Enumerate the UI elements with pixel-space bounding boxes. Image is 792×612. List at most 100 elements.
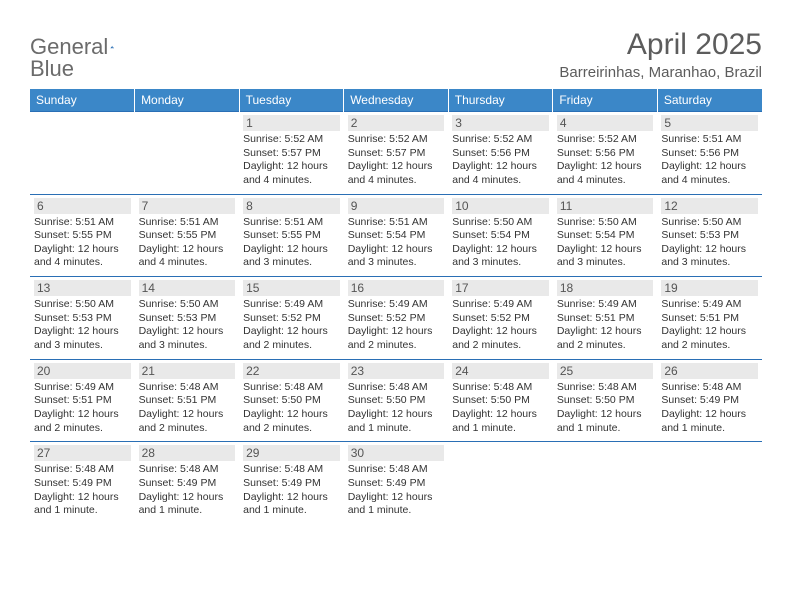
detail-line: Daylight: 12 hours bbox=[661, 160, 758, 174]
calendar-day-cell: 11Sunrise: 5:50 AMSunset: 5:54 PMDayligh… bbox=[553, 194, 658, 277]
location-text: Barreirinhas, Maranhao, Brazil bbox=[559, 64, 762, 81]
detail-line: Sunrise: 5:52 AM bbox=[348, 133, 445, 147]
day-details: Sunrise: 5:51 AMSunset: 5:54 PMDaylight:… bbox=[348, 216, 445, 271]
detail-line: Sunrise: 5:49 AM bbox=[661, 298, 758, 312]
detail-line: and 1 minute. bbox=[243, 504, 340, 518]
brand-blue-wrap: Blue bbox=[30, 56, 74, 82]
calendar-day-cell: 23Sunrise: 5:48 AMSunset: 5:50 PMDayligh… bbox=[344, 359, 449, 442]
detail-line: Sunset: 5:52 PM bbox=[348, 312, 445, 326]
calendar-day-cell: 27 Sunrise: 5:48 AMSunset: 5:49 PMDayligh… bbox=[30, 442, 135, 524]
detail-line: Sunset: 5:57 PM bbox=[243, 147, 340, 161]
calendar-empty-cell bbox=[135, 112, 240, 195]
day-number: 7 bbox=[139, 198, 236, 214]
detail-line: Daylight: 12 hours bbox=[661, 408, 758, 422]
day-details: Sunrise: 5:48 AMSunset: 5:49 PMDaylight:… bbox=[348, 463, 445, 518]
calendar-day-cell: 17Sunrise: 5:49 AMSunset: 5:52 PMDayligh… bbox=[448, 277, 553, 360]
detail-line: Sunset: 5:53 PM bbox=[139, 312, 236, 326]
detail-line: and 3 minutes. bbox=[34, 339, 131, 353]
calendar-day-cell: 1Sunrise: 5:52 AMSunset: 5:57 PMDaylight… bbox=[239, 112, 344, 195]
detail-line: Sunset: 5:51 PM bbox=[34, 394, 131, 408]
detail-line: Sunset: 5:49 PM bbox=[243, 477, 340, 491]
day-number: 27 bbox=[34, 445, 131, 461]
weekday-header: Thursday bbox=[448, 89, 553, 112]
calendar-empty-cell bbox=[657, 442, 762, 524]
detail-line: Sunrise: 5:49 AM bbox=[557, 298, 654, 312]
detail-line: Sunrise: 5:48 AM bbox=[557, 381, 654, 395]
calendar-day-cell: 3Sunrise: 5:52 AMSunset: 5:56 PMDaylight… bbox=[448, 112, 553, 195]
detail-line: and 4 minutes. bbox=[243, 174, 340, 188]
calendar-day-cell: 16Sunrise: 5:49 AMSunset: 5:52 PMDayligh… bbox=[344, 277, 449, 360]
detail-line: Sunrise: 5:51 AM bbox=[348, 216, 445, 230]
detail-line: Sunset: 5:52 PM bbox=[452, 312, 549, 326]
detail-line: Daylight: 12 hours bbox=[557, 408, 654, 422]
calendar-week-row: 27Sunrise: 5:48 AMSunset: 5:49 PMDayligh… bbox=[30, 442, 762, 524]
day-details: Sunrise: 5:49 AMSunset: 5:51 PMDaylight:… bbox=[661, 298, 758, 353]
detail-line: and 1 minute. bbox=[557, 422, 654, 436]
detail-line: Sunset: 5:51 PM bbox=[557, 312, 654, 326]
day-details: Sunrise: 5:48 AMSunset: 5:51 PMDaylight:… bbox=[139, 381, 236, 436]
day-number: 6 bbox=[34, 198, 131, 214]
detail-line: Daylight: 12 hours bbox=[348, 491, 445, 505]
detail-line: Daylight: 12 hours bbox=[348, 408, 445, 422]
detail-line: Daylight: 12 hours bbox=[557, 325, 654, 339]
detail-line: Sunset: 5:50 PM bbox=[243, 394, 340, 408]
detail-line: Sunset: 5:56 PM bbox=[661, 147, 758, 161]
day-number: 24 bbox=[452, 363, 549, 379]
detail-line: Sunset: 5:53 PM bbox=[34, 312, 131, 326]
calendar-day-cell: 7Sunrise: 5:51 AMSunset: 5:55 PMDaylight… bbox=[135, 194, 240, 277]
day-number: 1 bbox=[243, 115, 340, 131]
calendar-day-cell: 22Sunrise: 5:48 AMSunset: 5:50 PMDayligh… bbox=[239, 359, 344, 442]
weekday-header: Wednesday bbox=[344, 89, 449, 112]
day-number: 20 bbox=[34, 363, 131, 379]
detail-line: Sunset: 5:49 PM bbox=[34, 477, 131, 491]
detail-line: Sunrise: 5:50 AM bbox=[661, 216, 758, 230]
calendar-day-cell: 2Sunrise: 5:52 AMSunset: 5:57 PMDaylight… bbox=[344, 112, 449, 195]
day-number: 4 bbox=[557, 115, 654, 131]
detail-line: Sunrise: 5:50 AM bbox=[452, 216, 549, 230]
title-block: April 2025 Barreirinhas, Maranhao, Brazi… bbox=[559, 28, 762, 81]
calendar-day-cell: 30Sunrise: 5:48 AMSunset: 5:49 PMDayligh… bbox=[344, 442, 449, 524]
calendar-empty-cell bbox=[30, 112, 135, 195]
detail-line: and 2 minutes. bbox=[557, 339, 654, 353]
day-number: 15 bbox=[243, 280, 340, 296]
weekday-header: Monday bbox=[135, 89, 240, 112]
detail-line: Daylight: 12 hours bbox=[243, 160, 340, 174]
calendar-week-row: 6 Sunrise: 5:51 AM Sunset: 5:55 PM Daylight… bbox=[30, 194, 762, 277]
calendar-day-cell: 15Sunrise: 5:49 AMSunset: 5:52 PMDayligh… bbox=[239, 277, 344, 360]
calendar-day-cell: 14Sunrise: 5:50 AMSunset: 5:53 PMDayligh… bbox=[135, 277, 240, 360]
detail-line: Sunrise: 5:48 AM bbox=[661, 381, 758, 395]
detail-line: Sunrise: 5:48 AM bbox=[34, 463, 131, 477]
detail-line: Sunset: 5:49 PM bbox=[348, 477, 445, 491]
detail-line: Daylight: 12 hours bbox=[139, 491, 236, 505]
detail-line: Daylight: 12 hours bbox=[34, 325, 131, 339]
day-details: Sunrise: 5:48 AMSunset: 5:49 PMDaylight:… bbox=[34, 463, 131, 518]
calendar-day-cell: 8Sunrise: 5:51 AMSunset: 5:55 PMDaylight… bbox=[239, 194, 344, 277]
detail-line: Daylight: 12 hours bbox=[243, 491, 340, 505]
day-details: Sunrise: 5:50 AMSunset: 5:54 PMDaylight:… bbox=[557, 216, 654, 271]
day-number: 13 bbox=[34, 280, 131, 296]
day-number: 9 bbox=[348, 198, 445, 214]
detail-line: Sunset: 5:51 PM bbox=[139, 394, 236, 408]
calendar-day-cell: 12Sunrise: 5:50 AMSunset: 5:53 PMDayligh… bbox=[657, 194, 762, 277]
calendar-week-row: 20Sunrise: 5:49 AMSunset: 5:51 PMDayligh… bbox=[30, 359, 762, 442]
detail-line: Sunset: 5:56 PM bbox=[452, 147, 549, 161]
detail-line: Daylight: 12 hours bbox=[661, 325, 758, 339]
day-details: Sunrise: 5:49 AMSunset: 5:51 PMDaylight:… bbox=[557, 298, 654, 353]
detail-line: and 1 minute. bbox=[34, 504, 131, 518]
detail-line: Sunrise: 5:51 AM bbox=[661, 133, 758, 147]
day-number: 23 bbox=[348, 363, 445, 379]
day-number: 21 bbox=[139, 363, 236, 379]
detail-line: Daylight: 12 hours bbox=[348, 243, 445, 257]
calendar-head: SundayMondayTuesdayWednesdayThursdayFrid… bbox=[30, 89, 762, 112]
detail-line: and 2 minutes. bbox=[243, 422, 340, 436]
calendar-day-cell: 24Sunrise: 5:48 AMSunset: 5:50 PMDayligh… bbox=[448, 359, 553, 442]
weekday-header: Sunday bbox=[30, 89, 135, 112]
detail-line: Sunrise: 5:48 AM bbox=[243, 463, 340, 477]
calendar-table: SundayMondayTuesdayWednesdayThursdayFrid… bbox=[30, 89, 762, 524]
day-number: 12 bbox=[661, 198, 758, 214]
day-number: 18 bbox=[557, 280, 654, 296]
detail-line: Sunset: 5:54 PM bbox=[348, 229, 445, 243]
detail-line: and 4 minutes. bbox=[34, 256, 131, 270]
detail-line: Sunset: 5:55 PM bbox=[34, 229, 131, 243]
day-details: Sunrise: 5:48 AMSunset: 5:49 PMDaylight:… bbox=[661, 381, 758, 436]
